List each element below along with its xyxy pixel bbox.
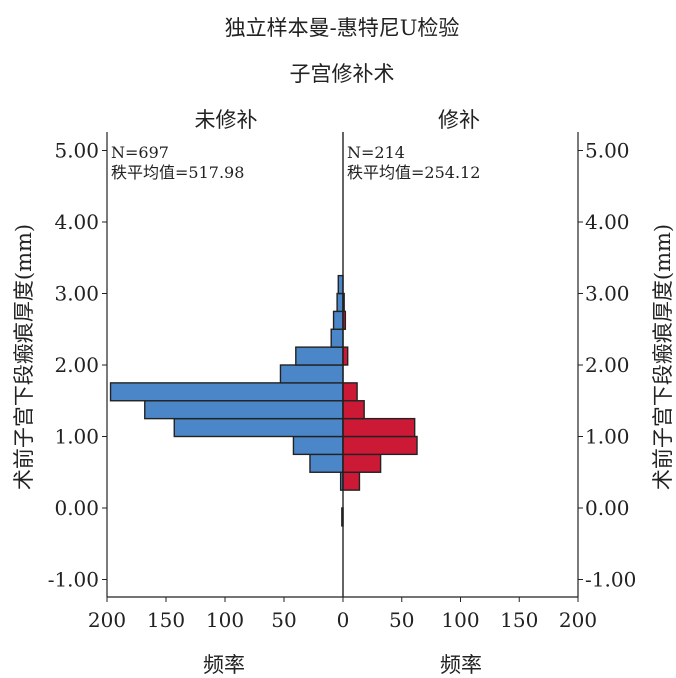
x-tick-label-left: 100 xyxy=(206,608,244,632)
x-axis: 200 200 150 150 100 100 50 50 0 xyxy=(88,597,597,632)
histogram-bar-left xyxy=(337,274,344,295)
chart-title: 独立样本曼-惠特尼U检验 xyxy=(225,16,460,40)
x-tick-label-left: 150 xyxy=(147,608,185,632)
histogram-bar-left xyxy=(336,292,344,313)
y-axis-left: 5.00 4.00 3.00 2.00 1.00 0.00 -1.00 xyxy=(48,139,107,592)
y-tick-label-left: 4.00 xyxy=(54,210,99,234)
panel-label-right: 修补 xyxy=(438,108,480,132)
y-tick-label-right: 2.00 xyxy=(585,353,630,377)
y-tick-label-right: 0.00 xyxy=(585,496,630,520)
x-tick-label-left: 50 xyxy=(271,608,296,632)
y-axis-right: 5.00 4.00 3.00 2.00 1.00 0.00 -1.00 xyxy=(578,139,636,592)
x-tick-label-left: 200 xyxy=(88,608,126,632)
panel-label-left: 未修补 xyxy=(195,108,258,132)
x-axis-label-right: 频率 xyxy=(440,653,482,677)
y-tick-label-left: 3.00 xyxy=(54,282,99,306)
histogram-bar-left xyxy=(292,435,344,456)
y-axis-label-right: 术前子宫下段瘢痕厚度(mm) xyxy=(651,224,675,490)
y-tick-label-right: 3.00 xyxy=(585,282,630,306)
histogram-bar-left xyxy=(144,400,344,420)
histogram-bar-left xyxy=(332,310,344,330)
mean-rank-label-left: 秩平均值=517.98 xyxy=(111,163,244,182)
y-tick-label-right: -1.00 xyxy=(585,568,636,592)
y-tick-label-left: 5.00 xyxy=(54,139,99,163)
histogram-bar-left xyxy=(279,364,344,384)
histogram-bar-right xyxy=(342,471,361,491)
chart-subtitle: 子宫修补术 xyxy=(290,62,395,86)
histogram-bar-left xyxy=(309,453,344,473)
x-tick-label-right: 150 xyxy=(500,608,538,632)
histogram-bar-right xyxy=(342,400,365,420)
y-tick-label-right: 4.00 xyxy=(585,210,630,234)
histogram-bar-left xyxy=(109,382,344,402)
histogram-bar-right xyxy=(342,435,418,456)
x-tick-label-right: 100 xyxy=(441,608,479,632)
x-tick-label-right: 50 xyxy=(389,608,414,632)
x-tick-label-right: 200 xyxy=(559,608,597,632)
histogram-bar-left xyxy=(173,417,344,438)
y-tick-label-right: 1.00 xyxy=(585,425,630,449)
histogram-bar-right xyxy=(342,417,416,438)
histogram-bar-right xyxy=(342,346,349,366)
y-tick-label-right: 5.00 xyxy=(585,139,630,163)
y-tick-label-left: 0.00 xyxy=(54,496,99,520)
x-tick-label-left: 0 xyxy=(337,608,350,632)
n-label-left: N=697 xyxy=(111,143,169,162)
histogram-bars-right xyxy=(342,292,418,491)
mean-rank-label-right: 秩平均值=254.12 xyxy=(347,163,480,182)
histogram-bar-left xyxy=(330,328,344,348)
y-tick-label-left: 2.00 xyxy=(54,353,99,377)
y-tick-label-left: -1.00 xyxy=(48,568,99,592)
n-label-right: N=214 xyxy=(347,143,405,162)
x-axis-label-left: 频率 xyxy=(203,653,245,677)
y-tick-label-left: 1.00 xyxy=(54,425,99,449)
histogram-bar-right xyxy=(342,382,358,402)
y-axis-label-left: 术前子宫下段瘢痕厚度(mm) xyxy=(12,224,36,490)
histogram-bar-right xyxy=(342,453,382,473)
histogram-bar-left xyxy=(295,346,344,366)
histogram-bars-left xyxy=(109,274,344,527)
